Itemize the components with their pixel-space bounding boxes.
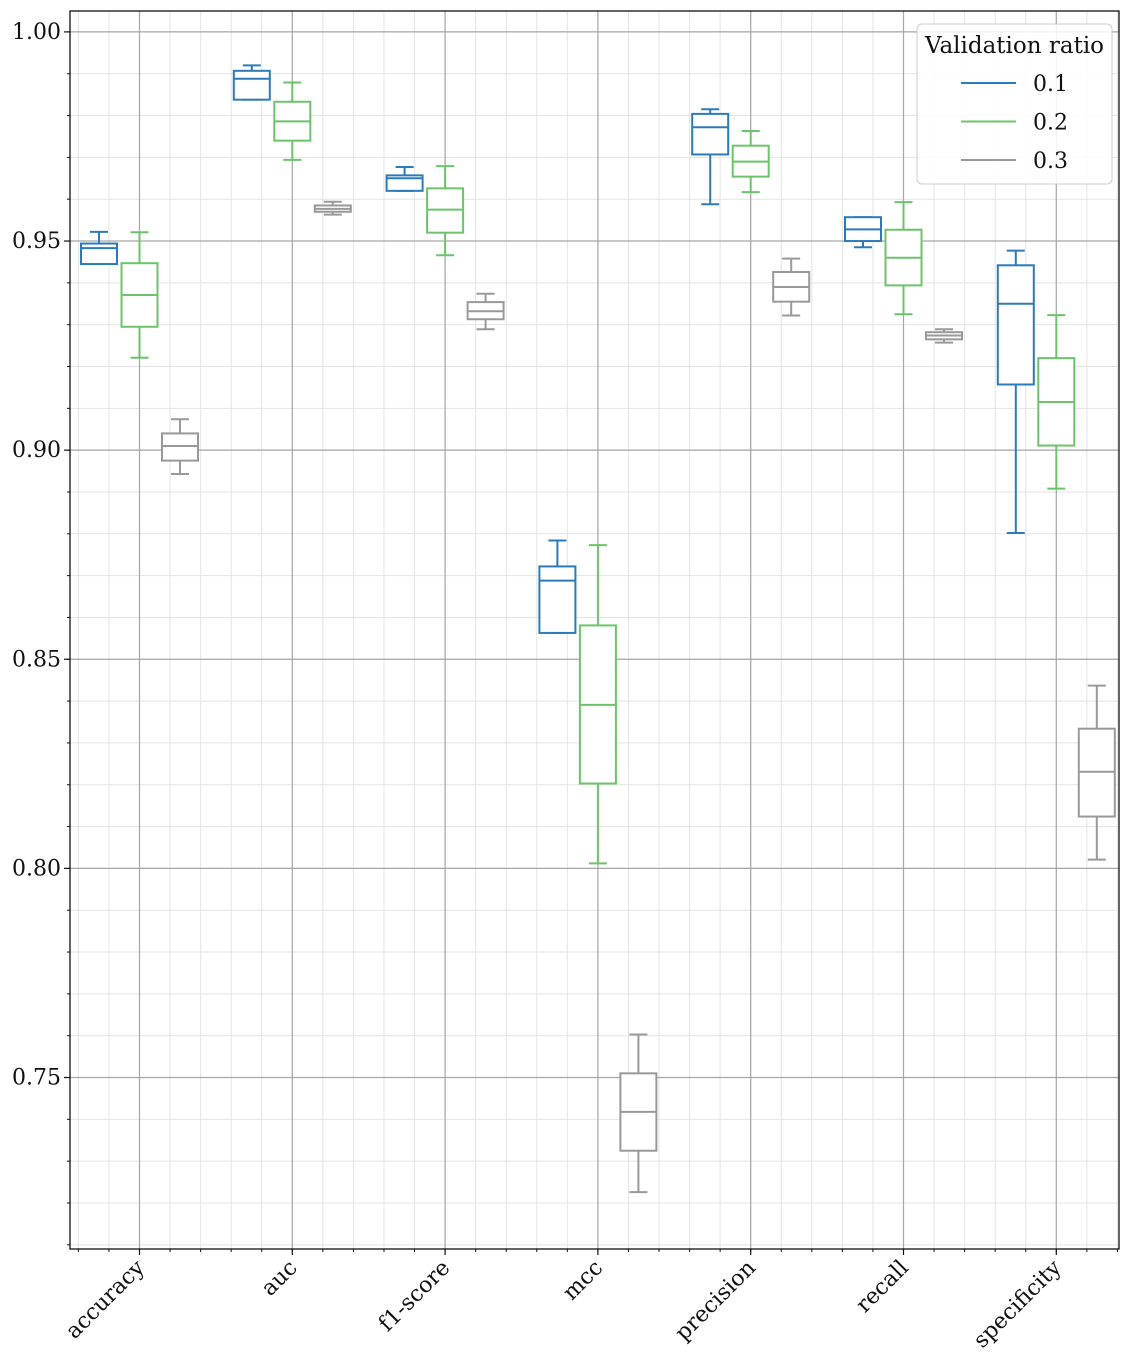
- box-0.2-precision: [731, 130, 770, 194]
- box-0.1-precision: [691, 108, 730, 206]
- box-0.2-f1-score: [426, 165, 465, 257]
- legend-label: 0.1: [1033, 72, 1068, 97]
- box-0.3-f1-score: [466, 292, 505, 331]
- box-0.1-auc: [232, 64, 271, 101]
- box-0.3-recall: [925, 328, 963, 344]
- box-iqr: [80, 242, 118, 266]
- y-tick-label: 0.90: [12, 438, 61, 463]
- box-iqr: [161, 432, 199, 462]
- legend-frame: [916, 23, 1113, 185]
- box-0.3-mcc: [619, 1033, 658, 1194]
- box-0.2-auc: [273, 81, 312, 161]
- box-0.2-accuracy: [120, 231, 159, 359]
- box-0.3-accuracy: [161, 418, 199, 475]
- plot-frame: [69, 10, 1120, 1250]
- box-iqr: [691, 112, 730, 156]
- box-0.1-mcc: [538, 539, 577, 634]
- y-tick-label: 1.00: [12, 20, 61, 45]
- box-0.3-auc: [313, 200, 352, 216]
- box-iqr: [232, 69, 271, 101]
- box-0.3-precision: [772, 257, 811, 317]
- legend-title: Validation ratio: [924, 33, 1104, 59]
- box-0.2-mcc: [578, 544, 617, 865]
- box-0.1-specificity: [996, 249, 1035, 534]
- box-0.1-accuracy: [80, 230, 118, 266]
- legend-label: 0.3: [1033, 149, 1068, 174]
- box-0.2-specificity: [1037, 314, 1076, 490]
- box-0.2-recall: [884, 201, 923, 316]
- y-tick-label: 0.80: [12, 856, 61, 881]
- y-tick-label: 0.95: [12, 229, 61, 254]
- box-0.1-f1-score: [385, 166, 424, 192]
- y-tick-label: 0.85: [12, 647, 61, 672]
- axis-ticks: [64, 31, 1118, 1255]
- legend-label: 0.2: [1033, 111, 1068, 136]
- y-tick-labels: 0.75 0.80 0.85 0.90 0.95 1.00: [12, 20, 61, 1091]
- box-iqr: [996, 264, 1035, 386]
- box-iqr: [538, 565, 577, 634]
- legend: Validation ratio 0.1 0.2 0.3: [916, 23, 1113, 185]
- box-0.1-recall: [844, 216, 882, 249]
- y-tick-label: 0.75: [12, 1066, 61, 1091]
- box-0.3-specificity: [1077, 684, 1116, 861]
- box-series: [80, 64, 1116, 1194]
